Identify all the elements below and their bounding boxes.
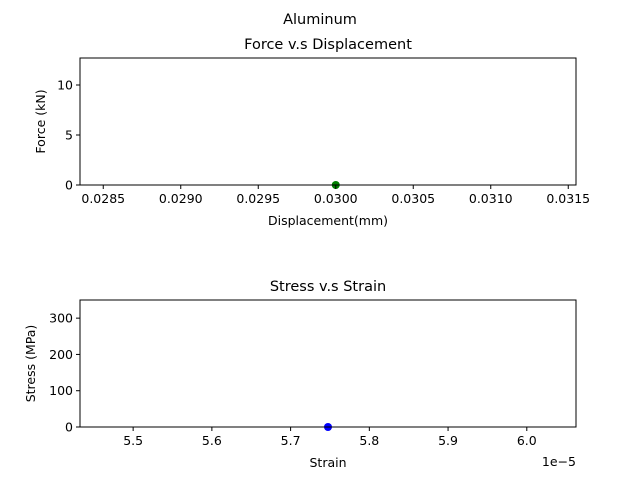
stress-strain-yticks: 0 100 200 300	[49, 311, 80, 435]
force-displacement-ytick-label: 5	[65, 128, 73, 143]
force-displacement-xtick-label: 0.0315	[546, 191, 590, 206]
force-displacement-ytick-label: 10	[57, 78, 73, 93]
force-displacement-xtick-label: 0.0300	[314, 191, 358, 206]
stress-strain-xtick-label: 5.7	[281, 433, 301, 448]
force-displacement-xtick-label: 0.0290	[159, 191, 203, 206]
force-displacement-xlabel: Displacement(mm)	[268, 213, 388, 228]
force-displacement-xtick-label: 0.0295	[236, 191, 280, 206]
force-displacement-xtick-label: 0.0285	[81, 191, 125, 206]
stress-strain-title: Stress v.s Strain	[270, 279, 386, 295]
force-displacement-xticks: 0.0285 0.0290 0.0295 0.0300 0.0305 0.0310 0.03…	[81, 185, 590, 206]
stress-strain-xlabel: Strain	[309, 455, 346, 470]
force-displacement-ylabel: Force (kN)	[33, 89, 48, 153]
force-displacement-frame	[79, 57, 577, 186]
force-displacement-xtick-label: 0.0305	[391, 191, 435, 206]
force-displacement-title: Force v.s Displacement	[244, 37, 412, 53]
stress-strain-ytick-label: 0	[65, 420, 73, 435]
stress-strain-x-offset-text: 1e−5	[542, 454, 576, 469]
stress-strain-xtick-label: 6.0	[517, 433, 537, 448]
stress-strain-frame	[79, 299, 577, 428]
stress-strain-ytick-label: 200	[49, 347, 73, 362]
stress-strain-axes: Stress v.s Strain 5.5 5.6 5.7 5.8 5.9 6.0 0 10…	[23, 279, 577, 470]
figure-suptitle: Aluminum	[283, 12, 357, 28]
stress-strain-ytick-label: 300	[49, 311, 73, 326]
force-displacement-ytick-label: 0	[65, 178, 73, 193]
force-displacement-yticks: 0 5 10	[57, 78, 80, 193]
stress-strain-xtick-label: 5.6	[202, 433, 222, 448]
force-displacement-xtick-label: 0.0310	[469, 191, 513, 206]
stress-strain-xtick-label: 5.5	[123, 433, 143, 448]
force-displacement-axes: Force v.s Displacement 0.0285 0.0290 0.029…	[33, 37, 590, 228]
stress-strain-ylabel: Stress (MPa)	[23, 325, 38, 403]
stress-strain-xticks: 5.5 5.6 5.7 5.8 5.9 6.0	[123, 427, 537, 448]
stress-strain-ytick-label: 100	[49, 383, 73, 398]
stress-strain-xtick-label: 5.9	[438, 433, 458, 448]
stress-strain-xtick-label: 5.8	[359, 433, 379, 448]
